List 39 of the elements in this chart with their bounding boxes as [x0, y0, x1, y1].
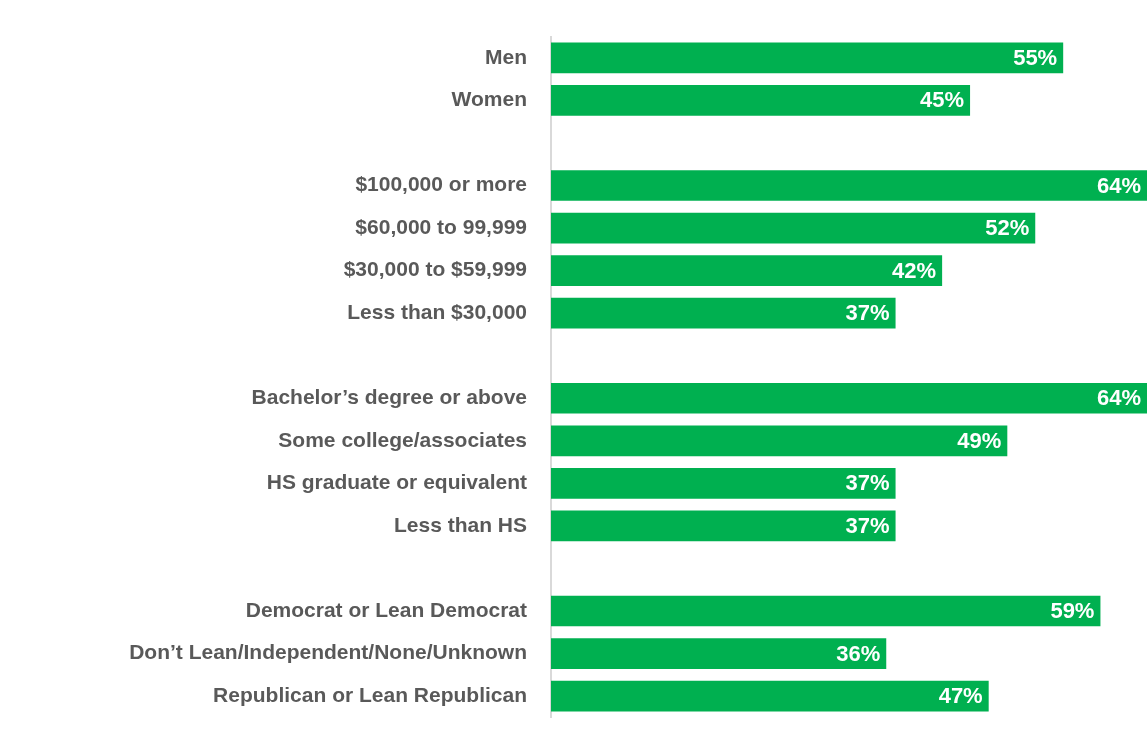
data-label: 45%: [920, 87, 965, 113]
y-tick-label: Men: [485, 44, 527, 68]
data-label: 37%: [845, 470, 890, 496]
data-label: 47%: [938, 683, 983, 709]
bar: [551, 212, 1036, 244]
data-label: 37%: [845, 300, 890, 326]
y-tick-label: Don’t Lean/Independent/None/Unknown: [129, 640, 527, 664]
bar: [551, 382, 1147, 414]
bar: [551, 297, 896, 329]
bar: [551, 255, 943, 286]
bar: [551, 510, 896, 542]
bar: [551, 595, 1101, 627]
data-label: 59%: [1050, 598, 1095, 624]
y-tick-label: Less than $30,000: [347, 299, 527, 323]
data-label: 42%: [892, 257, 937, 283]
data-label: 36%: [836, 640, 881, 666]
y-tick-label: Women: [451, 87, 527, 111]
data-label: 37%: [845, 512, 890, 538]
y-tick-label: Republican or Lean Republican: [213, 682, 527, 706]
y-tick-label: Democrat or Lean Democrat: [245, 597, 527, 621]
bar: [551, 680, 989, 712]
data-label: 49%: [957, 427, 1002, 453]
bar: [551, 468, 896, 499]
bar: [551, 170, 1147, 201]
y-tick-label: Bachelor’s degree or above: [251, 385, 527, 409]
y-tick-label: $60,000 to 99,999: [355, 214, 527, 238]
y-tick-label: Some college/associates: [278, 427, 527, 451]
data-label: 64%: [1096, 172, 1141, 198]
bar: [551, 638, 887, 669]
bar: [551, 42, 1064, 74]
y-tick-label: $100,000 or more: [355, 172, 527, 196]
data-label: 64%: [1096, 385, 1141, 411]
data-label: 55%: [1013, 44, 1058, 70]
data-label: 52%: [985, 215, 1030, 241]
y-tick-label: HS graduate or equivalent: [266, 470, 527, 494]
y-tick-label: $30,000 to $59,999: [343, 257, 527, 281]
bar: [551, 85, 971, 116]
y-tick-label: Less than HS: [393, 512, 527, 536]
bar: [551, 425, 1008, 457]
